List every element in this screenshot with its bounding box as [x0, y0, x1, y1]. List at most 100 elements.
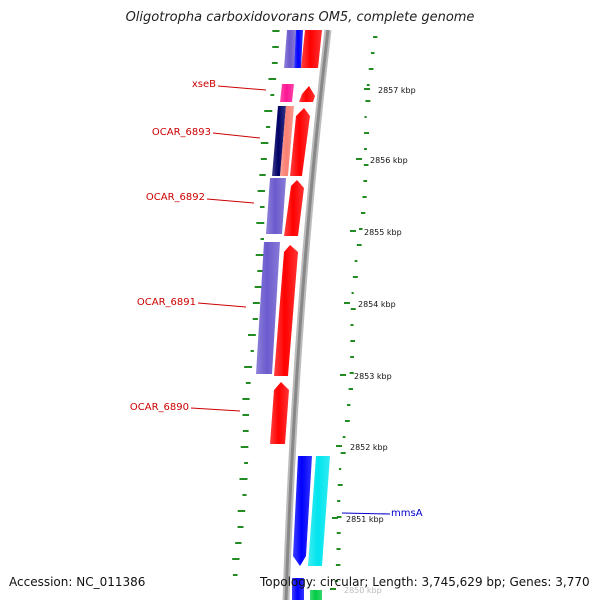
tick-mark — [332, 517, 338, 519]
gc-dot — [259, 174, 266, 176]
gc-dot — [338, 468, 342, 470]
gc-dot — [252, 318, 258, 320]
cog-feature — [292, 578, 304, 600]
gene-label: OCAR_6891 — [137, 297, 196, 308]
gc-dot — [260, 142, 269, 144]
tick-mark — [330, 588, 336, 590]
gc-dot — [264, 110, 273, 112]
tick-label: 2855 kbp — [364, 228, 402, 237]
cog-feature — [280, 84, 294, 102]
gc-dot — [348, 388, 354, 390]
cog-feature — [308, 456, 330, 566]
tick-label: 2857 kbp — [378, 86, 416, 95]
gc-dot — [368, 68, 374, 70]
gc-dot — [240, 446, 249, 448]
genome-backbone — [282, 29, 332, 600]
backbone-line — [284, 29, 330, 600]
gc-dot — [352, 276, 358, 278]
gc-dot — [257, 270, 263, 272]
gc-dot — [344, 420, 350, 422]
gc-dot — [363, 164, 369, 166]
gc-dot — [350, 356, 354, 358]
cog-feature — [256, 242, 280, 374]
accession-text: Accession: NC_011386 — [9, 575, 146, 589]
tick-label: 2851 kbp — [346, 515, 384, 524]
gc-dot — [272, 30, 280, 32]
gc-dot — [359, 228, 363, 230]
gc-dot — [237, 526, 244, 528]
gc-dot — [373, 36, 378, 38]
gc-dot — [260, 238, 264, 240]
tick-mark — [336, 445, 342, 447]
tick-mark — [340, 374, 346, 376]
gc-dot — [255, 254, 264, 256]
gc-dot — [260, 158, 267, 160]
forward-gene — [284, 180, 304, 236]
gc-dot — [335, 564, 341, 566]
cog-feature — [284, 30, 296, 68]
gc-dot — [242, 414, 249, 416]
gc-dot — [272, 46, 279, 48]
gc-dot — [235, 542, 242, 544]
cog-feature — [310, 590, 322, 600]
gc-dot — [334, 580, 339, 582]
cog-feature — [272, 106, 286, 176]
gc-dot — [270, 94, 275, 96]
gc-dot — [232, 558, 240, 560]
gc-dot — [336, 516, 342, 518]
gc-dot — [256, 222, 265, 224]
gc-dot — [370, 52, 375, 54]
gene-leader-line — [190, 407, 241, 412]
gc-dot — [337, 484, 343, 486]
gc-content-dots — [232, 30, 378, 582]
gc-dot — [363, 180, 368, 182]
forward-gene — [274, 245, 298, 376]
gc-dot — [260, 206, 265, 208]
topology-info-text: Topology: circular; Length: 3,745,629 bp… — [260, 575, 590, 589]
tick-mark — [356, 158, 362, 160]
gc-dot — [248, 334, 256, 336]
tick-mark — [364, 88, 370, 90]
gc-dot — [250, 350, 254, 352]
cog-feature — [293, 456, 312, 566]
gc-dot — [244, 462, 249, 464]
gc-dot — [257, 190, 265, 192]
gene-leader-line — [206, 198, 255, 204]
forward-gene — [301, 30, 322, 68]
gc-dot — [242, 430, 249, 432]
gc-dot — [266, 126, 271, 128]
gc-dot — [351, 292, 354, 294]
gc-dot — [342, 436, 346, 438]
forward-gene — [299, 86, 315, 102]
gc-dot — [354, 260, 358, 262]
forward-gene — [290, 108, 310, 176]
gc-dot — [244, 366, 253, 368]
gc-dot — [364, 132, 370, 134]
tick-label: 2853 kbp — [354, 372, 392, 381]
gene-leader-line — [197, 302, 247, 308]
tick-label: 2856 kbp — [370, 156, 408, 165]
gc-dot — [245, 382, 251, 384]
gc-dot — [362, 196, 367, 198]
gene-label: OCAR_6890 — [130, 402, 189, 413]
cog-feature — [280, 106, 294, 176]
tick-label: 2852 kbp — [350, 443, 388, 452]
gc-dot — [364, 116, 367, 118]
tick-label: 2850 kbp — [344, 586, 382, 595]
gc-dot — [363, 148, 367, 150]
gc-dot — [350, 324, 354, 326]
gc-dot — [337, 500, 341, 502]
gc-dot — [268, 78, 277, 80]
gc-dot — [360, 212, 366, 214]
tick-mark — [350, 230, 356, 232]
gene-leader-line — [341, 512, 391, 515]
gc-dot — [336, 548, 341, 550]
gene-label: xseB — [192, 79, 216, 90]
gc-dot — [336, 532, 341, 534]
gene-label: OCAR_6893 — [152, 127, 211, 138]
kbp-ticks: 2857 kbp 2856 kbp 2855 kbp 2854 kbp 2853 kbp… — [330, 86, 416, 595]
gc-dot — [350, 308, 356, 310]
cog-feature — [266, 178, 286, 234]
gene-features — [256, 30, 330, 600]
